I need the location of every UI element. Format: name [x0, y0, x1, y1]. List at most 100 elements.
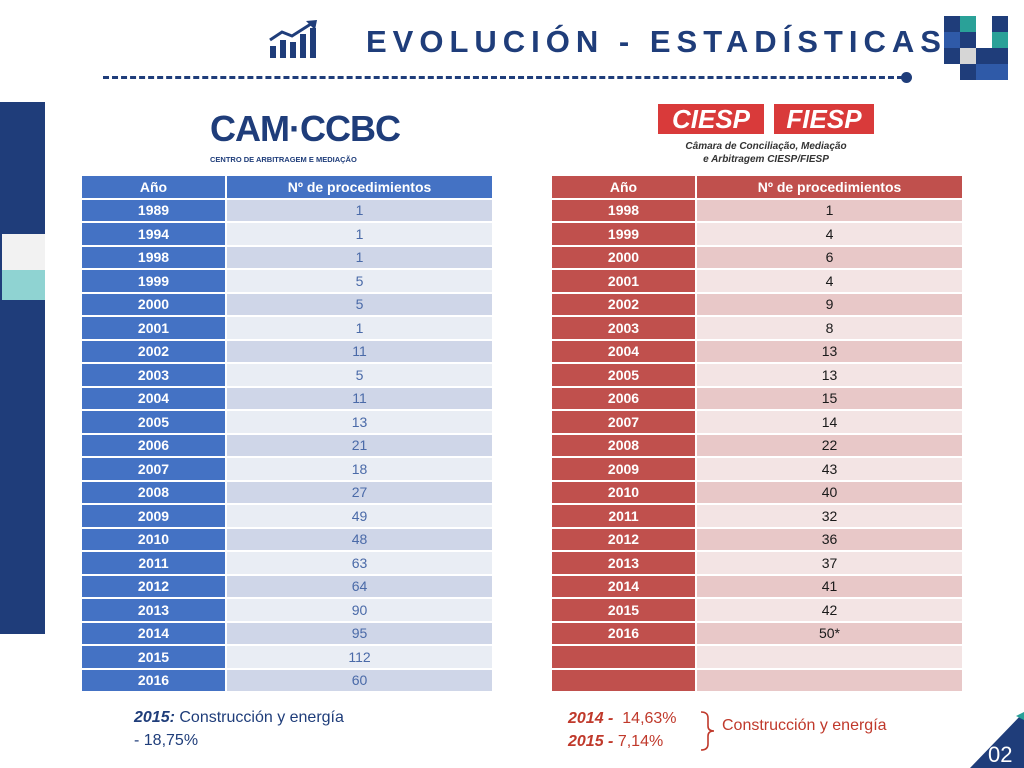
year-cell: 2008: [552, 434, 697, 456]
year-cell: 2005: [552, 364, 697, 386]
note-cam-percent: - 18,75%: [134, 732, 199, 749]
year-cell: 2015: [552, 599, 697, 621]
year-cell: 2002: [82, 340, 227, 362]
count-cell: 13: [697, 364, 964, 386]
year-cell: 2008: [82, 481, 227, 503]
count-cell: 64: [227, 575, 494, 597]
year-cell: 2013: [82, 599, 227, 621]
column-header-count: Nº de procedimientos: [227, 176, 494, 198]
ciesp-fiesp-logo: CIESP FIESP Câmara de Conciliação, Media…: [658, 104, 878, 170]
count-cell: 22: [697, 434, 964, 456]
year-cell: 2001: [552, 270, 697, 292]
table-row: 2001 4: [552, 270, 964, 292]
count-cell: 63: [227, 552, 494, 574]
page-title: EVOLUCIÓN - ESTADÍSTICAS: [366, 24, 947, 59]
year-cell: 2014: [82, 622, 227, 644]
note-ciesp-year-2: 2015 -: [568, 733, 614, 750]
year-cell: 1999: [82, 270, 227, 292]
count-cell: 37: [697, 552, 964, 574]
count-cell: 4: [697, 270, 964, 292]
table-row: 2013 90: [82, 599, 494, 621]
accent-white-block: [2, 234, 45, 270]
year-cell: 2004: [552, 340, 697, 362]
year-cell: 2014: [552, 575, 697, 597]
year-cell: 2012: [82, 575, 227, 597]
count-cell: 1: [697, 199, 964, 221]
year-cell: 2000: [82, 293, 227, 315]
table-row: 2016 60: [82, 669, 494, 691]
count-cell: 11: [227, 340, 494, 362]
table-row: 2014 95: [82, 622, 494, 644]
table-row: 2000 5: [82, 293, 494, 315]
count-cell: 41: [697, 575, 964, 597]
count-cell: 60: [227, 669, 494, 691]
count-cell: 11: [227, 387, 494, 409]
note-ciesp-value-2: 7,14%: [613, 733, 664, 750]
year-cell: 2003: [82, 364, 227, 386]
note-ciesp: 2014 - 14,63% 2015 - 7,14%: [568, 707, 677, 753]
count-cell: 18: [227, 458, 494, 480]
ciesp-fiesp-table: Año Nº de procedimientos 1998 1 1999 4 2000 6…: [552, 174, 964, 693]
count-cell: [697, 646, 964, 668]
count-cell: 43: [697, 458, 964, 480]
year-cell: [552, 646, 697, 668]
table-row: 2010 48: [82, 528, 494, 550]
year-cell: 1999: [552, 223, 697, 245]
year-cell: 1989: [82, 199, 227, 221]
table-row: 2009 49: [82, 505, 494, 527]
table-row: 1999 4: [552, 223, 964, 245]
count-cell: 5: [227, 364, 494, 386]
year-cell: 2015: [82, 646, 227, 668]
note-cam-year: 2015:: [134, 709, 175, 726]
table-row: 2012 36: [552, 528, 964, 550]
divider-end-dot: [901, 72, 912, 83]
year-cell: 2000: [552, 246, 697, 268]
count-cell: 13: [697, 340, 964, 362]
count-cell: [697, 669, 964, 691]
cam-subtitle: CENTRO DE ARBITRAGEM E MEDIAÇÃO: [210, 155, 357, 164]
count-cell: 4: [697, 223, 964, 245]
year-cell: 2006: [552, 387, 697, 409]
count-cell: 42: [697, 599, 964, 621]
table-row: 2011 63: [82, 552, 494, 574]
year-cell: [552, 669, 697, 691]
table-row: 2011 32: [552, 505, 964, 527]
cam-wordmark: CAM·CCBC: [210, 108, 401, 149]
table-row: 2001 1: [82, 317, 494, 339]
count-cell: 90: [227, 599, 494, 621]
year-cell: 2013: [552, 552, 697, 574]
table-row: 2003 5: [82, 364, 494, 386]
year-cell: 2002: [552, 293, 697, 315]
cam-ccbc-table: Año Nº de procedimientos 1989 1 1994 1 1998 1…: [82, 174, 494, 693]
left-accent-bar: [0, 102, 45, 634]
table-row: 2005 13: [82, 411, 494, 433]
year-cell: 2011: [552, 505, 697, 527]
table-row: 2012 64: [82, 575, 494, 597]
year-cell: 2016: [552, 622, 697, 644]
table-row: 2004 13: [552, 340, 964, 362]
column-header-count: Nº de procedimientos: [697, 176, 964, 198]
table-row: 2006 21: [82, 434, 494, 456]
note-ciesp-value-1: 14,63%: [613, 710, 677, 727]
table-row: [552, 669, 964, 691]
count-cell: 21: [227, 434, 494, 456]
table-header-row: Año Nº de procedimientos: [552, 176, 964, 198]
table-row: 1994 1: [82, 223, 494, 245]
table-header-row: Año Nº de procedimientos: [82, 176, 494, 198]
table-row: 1989 1: [82, 199, 494, 221]
count-cell: 1: [227, 199, 494, 221]
year-cell: 2007: [552, 411, 697, 433]
column-header-year: Año: [552, 176, 697, 198]
year-cell: 2004: [82, 387, 227, 409]
count-cell: 50*: [697, 622, 964, 644]
year-cell: 2009: [552, 458, 697, 480]
table-row: 2003 8: [552, 317, 964, 339]
table-row: 2006 15: [552, 387, 964, 409]
count-cell: 9: [697, 293, 964, 315]
count-cell: 5: [227, 270, 494, 292]
count-cell: 15: [697, 387, 964, 409]
year-cell: 2001: [82, 317, 227, 339]
count-cell: 1: [227, 317, 494, 339]
count-cell: 112: [227, 646, 494, 668]
table-row: [552, 646, 964, 668]
